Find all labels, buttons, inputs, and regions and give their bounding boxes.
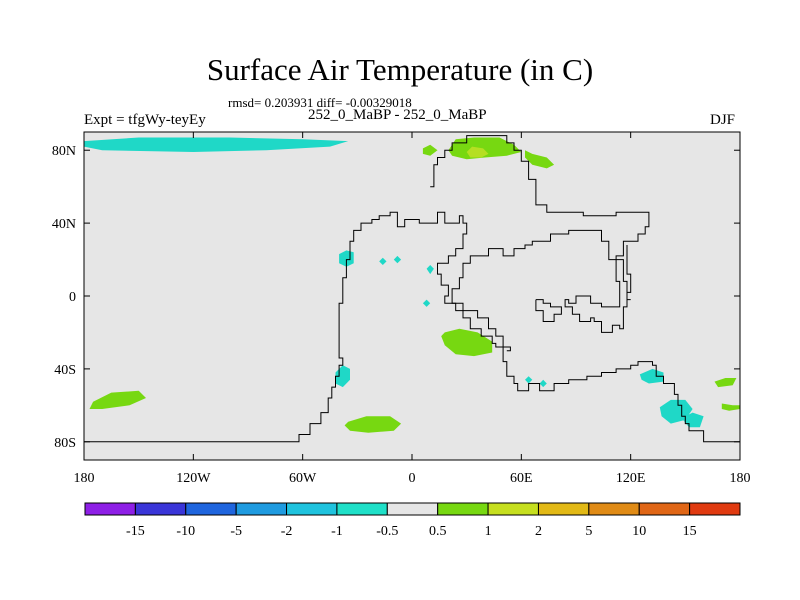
colorbar-label: -10	[176, 524, 195, 539]
comparison-subtitle: 252_0_MaBP - 252_0_MaBP	[308, 107, 487, 123]
anomaly-region	[539, 379, 547, 388]
anomaly-region	[714, 378, 737, 388]
colorbar-swatch	[286, 502, 338, 516]
anomaly-region	[344, 416, 402, 433]
x-tick-label: 0	[409, 471, 416, 486]
anomaly-region	[525, 376, 533, 384]
colorbar-swatch	[689, 502, 741, 516]
anomaly-region	[89, 390, 146, 409]
anomaly-region	[379, 257, 387, 265]
colorbar-swatch	[185, 502, 237, 516]
colorbar-label: 0.5	[429, 524, 447, 539]
colorbar-label: -5	[230, 524, 242, 539]
coastline	[535, 299, 562, 322]
coastline	[430, 135, 650, 352]
x-tick-label: 180	[74, 471, 95, 486]
colorbar-label: 5	[585, 524, 592, 539]
rmsd-diff-stats: rmsd= 0.203931 diff= -0.00329018	[228, 95, 412, 110]
map-background	[84, 132, 740, 460]
y-tick-label: 80N	[52, 144, 76, 159]
colorbar-swatch	[235, 502, 288, 516]
anomaly-region	[525, 150, 555, 169]
y-tick-label: 80S	[54, 436, 76, 451]
x-tick-label: 180	[730, 471, 751, 486]
colorbar-label: 1	[485, 524, 492, 539]
x-tick-label: 60W	[289, 471, 317, 486]
experiment-label: Expt = tfgWy-teyEy	[84, 112, 206, 128]
x-tick-label: 60E	[510, 471, 533, 486]
colorbar-swatch	[84, 502, 136, 516]
anomaly-region	[422, 144, 438, 156]
axis-ticks: 180 120W 60W 0 60E 120E 180 80N 40N 0 40S 80S	[52, 132, 751, 486]
coastline	[84, 211, 740, 443]
colorbar-swatch	[134, 502, 187, 516]
colorbar-swatch	[588, 502, 640, 516]
anomaly-region	[393, 255, 402, 264]
colorbar-label: -2	[281, 524, 293, 539]
anomaly-region	[466, 146, 489, 158]
colorbar-swatch	[336, 502, 388, 516]
colorbar-label: -15	[126, 524, 145, 539]
y-tick-label: 0	[69, 290, 76, 305]
colorbar-swatch	[437, 502, 489, 516]
colorbar-label: 15	[683, 524, 697, 539]
anomaly-region	[426, 265, 434, 275]
anomaly-region	[441, 328, 493, 357]
anomaly-region	[721, 403, 740, 411]
colorbar-label: -0.5	[376, 524, 398, 539]
x-tick-label: 120W	[176, 471, 211, 486]
anomaly-shading	[84, 137, 740, 433]
colorbar-label: 10	[632, 524, 646, 539]
colorbar-swatch	[386, 502, 439, 516]
anomaly-region	[84, 137, 349, 152]
coastline	[626, 245, 632, 301]
season-label: DJF	[710, 112, 736, 128]
y-tick-label: 40S	[54, 363, 76, 378]
plot-title: Surface Air Temperature (in C)	[206, 52, 594, 87]
colorbar-swatch	[487, 502, 539, 516]
coastlines	[84, 135, 740, 443]
colorbar-label: -1	[331, 524, 343, 539]
colorbar-swatch	[638, 502, 691, 516]
y-tick-label: 40N	[52, 217, 76, 232]
anomaly-region	[639, 368, 664, 384]
anomaly-region	[422, 299, 431, 307]
colorbar-swatch	[537, 502, 590, 516]
x-tick-label: 120E	[616, 471, 646, 486]
colorbar-label: 2	[535, 524, 542, 539]
colorbar: -15 -10 -5 -2 -1 -0.5 0.5 1 2 5 10 15	[84, 502, 741, 539]
